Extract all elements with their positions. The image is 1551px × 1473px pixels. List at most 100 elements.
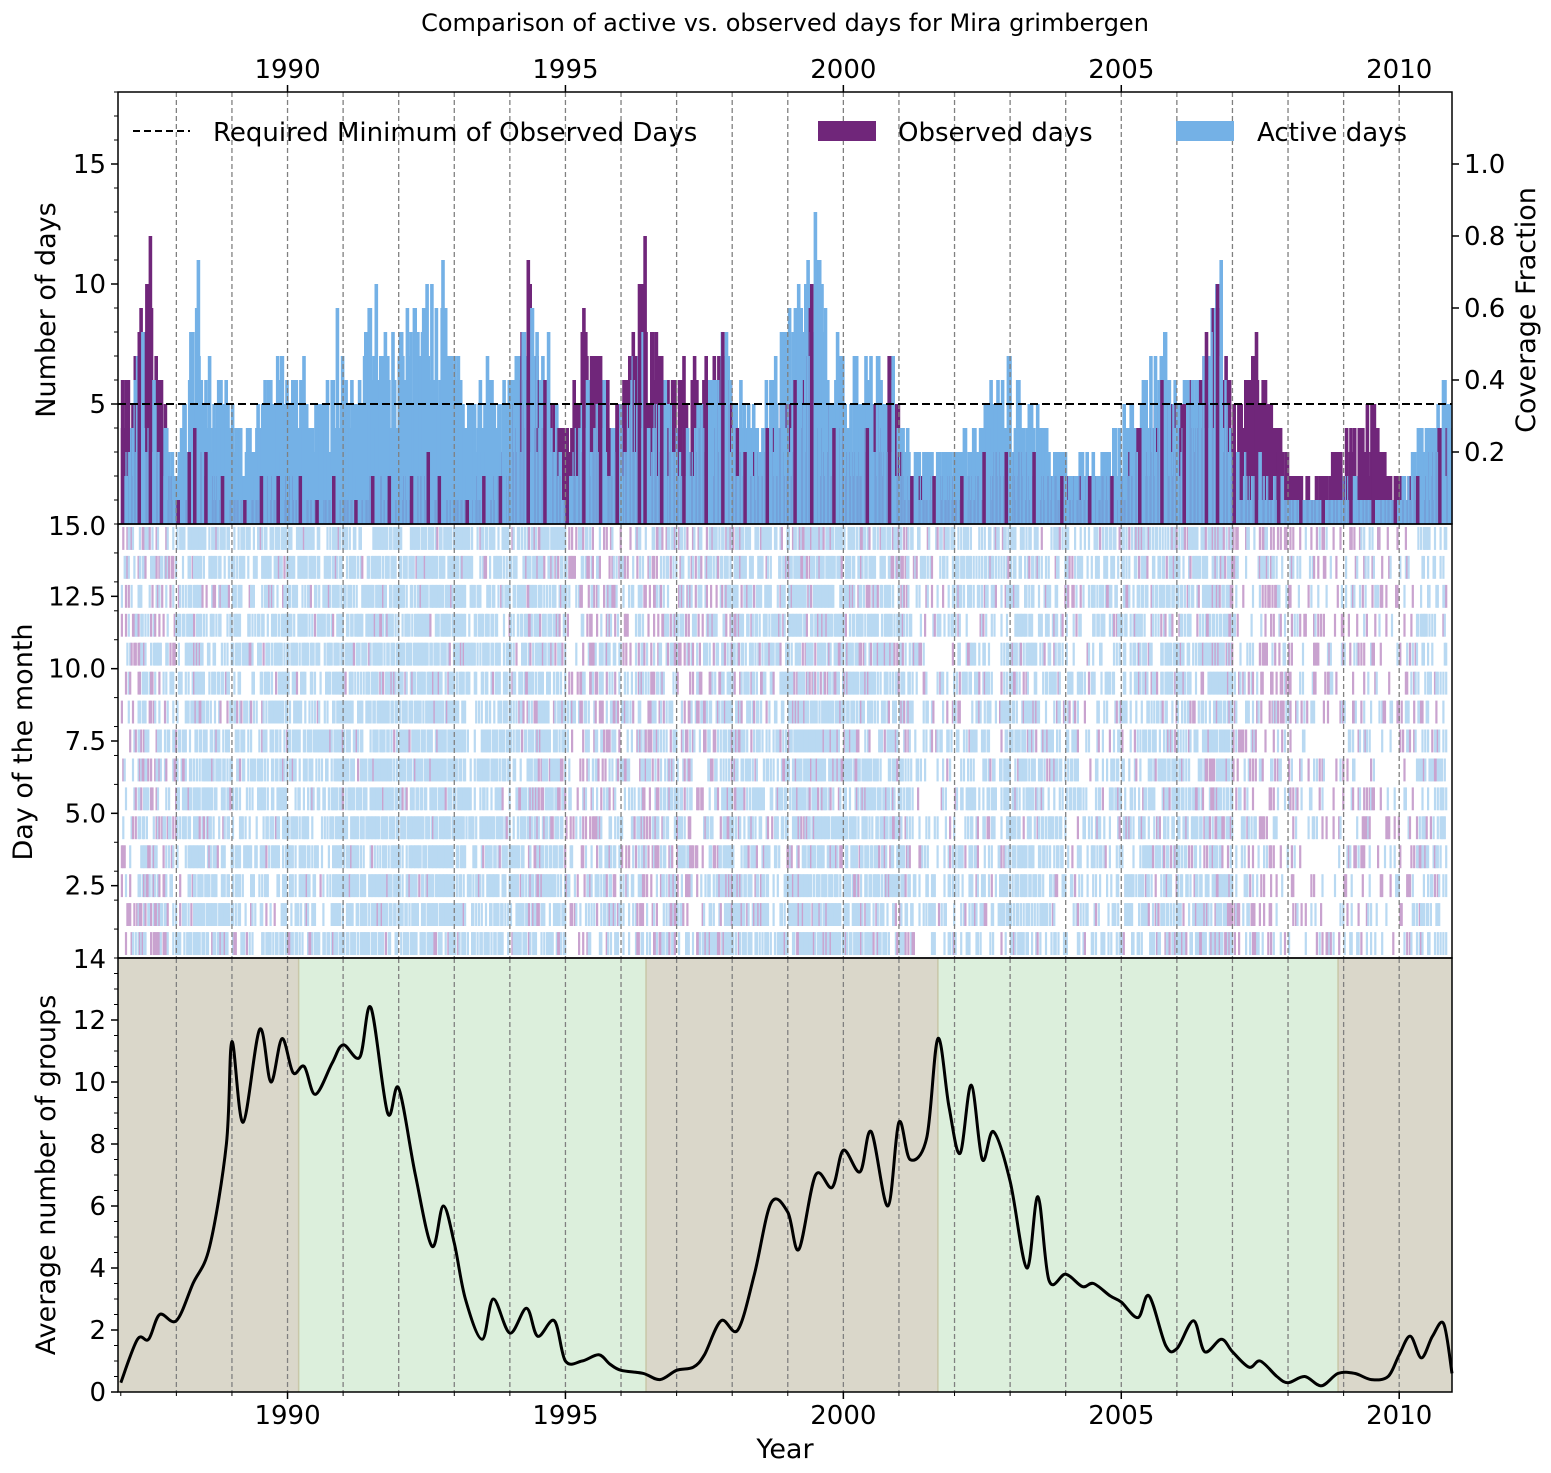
active-day-mark <box>382 903 385 926</box>
active-day-mark <box>327 555 330 579</box>
observed-day-mark <box>283 555 286 579</box>
active-day-mark <box>409 758 412 782</box>
active-day-mark <box>373 642 376 666</box>
active-day-mark <box>447 903 450 926</box>
active-day-mark <box>277 874 280 898</box>
active-day-mark <box>336 613 339 637</box>
active-day-mark <box>397 671 400 695</box>
active-day-mark <box>262 932 265 955</box>
active-day-mark <box>140 758 143 782</box>
active-day-mark <box>369 584 372 608</box>
active-day-mark <box>202 700 205 724</box>
observed-day-mark <box>163 700 167 724</box>
active-day-mark <box>401 642 404 666</box>
active-bar <box>152 380 156 524</box>
observed-day-mark <box>141 527 144 550</box>
active-day-mark <box>154 874 157 898</box>
active-day-mark <box>427 758 431 782</box>
active-day-mark <box>291 729 294 753</box>
active-day-mark <box>261 671 264 695</box>
active-day-mark <box>193 527 196 550</box>
active-day-mark <box>464 758 467 782</box>
active-day-mark <box>258 527 261 550</box>
active-day-mark <box>405 700 408 724</box>
active-day-mark <box>245 700 248 724</box>
active-bar <box>835 332 840 524</box>
active-day-mark <box>454 555 457 579</box>
active-day-mark <box>287 671 290 695</box>
active-day-mark <box>181 787 185 811</box>
active-day-mark <box>226 787 229 811</box>
active-day-mark <box>307 729 310 753</box>
active-day-mark <box>444 932 447 955</box>
active-day-mark <box>333 642 336 666</box>
active-day-mark <box>213 729 217 753</box>
active-day-mark <box>183 787 186 811</box>
active-day-mark <box>336 584 339 608</box>
active-day-mark <box>295 642 299 666</box>
active-day-mark <box>251 874 254 898</box>
observed-bar <box>765 428 770 524</box>
active-day-mark <box>234 729 237 753</box>
active-day-mark <box>122 816 125 840</box>
active-bar <box>391 332 395 524</box>
active-day-mark <box>222 729 225 753</box>
active-day-mark <box>323 555 326 579</box>
observed-day-mark <box>150 700 153 724</box>
active-day-mark <box>152 642 155 666</box>
active-day-mark <box>338 845 342 869</box>
observed-bar <box>1032 452 1036 524</box>
active-day-mark <box>369 874 372 898</box>
active-bar <box>769 380 773 524</box>
green-interval <box>298 958 646 1392</box>
active-day-mark <box>418 758 421 782</box>
active-day-mark <box>193 758 196 782</box>
active-day-mark <box>479 584 482 608</box>
active-day-mark <box>298 555 301 579</box>
active-day-mark <box>186 932 189 955</box>
active-day-mark <box>384 787 387 811</box>
active-day-mark <box>440 700 443 724</box>
observed-bar <box>426 452 431 524</box>
active-day-mark <box>465 816 468 840</box>
active-day-mark <box>140 584 143 608</box>
active-day-mark <box>148 874 151 898</box>
active-day-mark <box>444 874 447 898</box>
active-day-mark <box>261 787 264 811</box>
active-day-mark <box>312 787 315 811</box>
active-day-mark <box>144 729 147 753</box>
observed-day-mark <box>393 671 396 695</box>
active-day-mark <box>263 874 267 898</box>
active-day-mark <box>231 903 235 926</box>
observed-day-mark <box>202 816 205 840</box>
active-day-mark <box>352 555 355 579</box>
active-day-mark <box>364 758 367 782</box>
active-day-mark <box>282 671 285 695</box>
observed-day-mark <box>175 816 178 840</box>
active-day-mark <box>389 903 392 926</box>
active-day-mark <box>269 700 272 724</box>
active-day-mark <box>437 584 440 608</box>
active-day-mark <box>479 555 482 579</box>
active-day-mark <box>290 845 293 869</box>
active-day-mark <box>384 903 387 926</box>
active-day-mark <box>176 527 179 550</box>
active-day-mark <box>272 816 275 840</box>
active-day-mark <box>445 845 449 869</box>
active-day-mark <box>184 671 187 695</box>
active-day-mark <box>129 845 132 869</box>
active-day-mark <box>295 932 299 955</box>
active-day-mark <box>262 787 265 811</box>
active-day-mark <box>380 787 383 811</box>
active-day-mark <box>252 527 255 550</box>
active-day-mark <box>462 874 465 898</box>
active-day-mark <box>343 816 346 840</box>
observed-bar <box>960 476 964 524</box>
active-day-mark <box>195 845 198 869</box>
active-day-mark <box>464 527 467 550</box>
active-day-mark <box>411 613 414 637</box>
observed-day-mark <box>234 932 237 955</box>
active-day-mark <box>444 700 447 724</box>
active-day-mark <box>377 787 381 811</box>
active-day-mark <box>209 787 212 811</box>
